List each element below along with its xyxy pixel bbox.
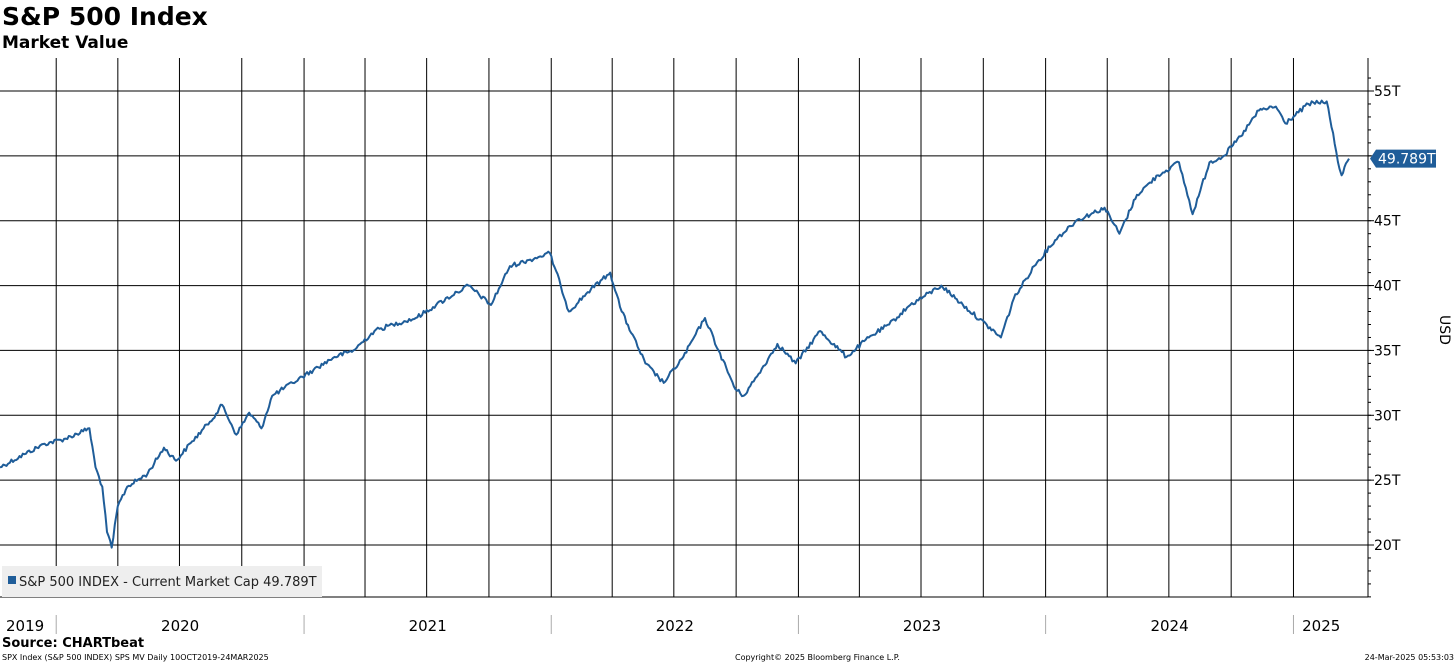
chart-subtitle: Market Value [2,33,129,53]
y-tick-label: 35T [1374,343,1401,359]
y-axis-label: USD [1436,315,1452,345]
copyright-note: Copyright© 2025 Bloomberg Finance L.P. [735,653,900,662]
y-tick-label: 20T [1374,538,1401,554]
x-year-label: 2023 [903,617,941,635]
x-year-label: 2021 [409,617,447,635]
legend-label: S&P 500 INDEX - Current Market Cap 49.78… [19,575,317,590]
timestamp: 24-Mar-2025 05:53:03 [1364,653,1454,662]
legend: S&P 500 INDEX - Current Market Cap 49.78… [2,566,322,597]
y-tick-label: 55T [1374,84,1401,100]
x-year-label: 2019 [6,617,44,635]
source-note: Source: CHARTbeat [2,636,145,651]
y-tick-label: 30T [1374,408,1401,424]
series-line-market-cap [0,99,1350,549]
legend-swatch [8,576,16,584]
y-tick-label: 40T [1374,279,1401,295]
series-descriptor: SPX Index (S&P 500 INDEX) SPS MV Daily 1… [2,653,269,662]
x-year-label: 2022 [656,617,694,635]
x-year-label: 2025 [1302,617,1340,635]
x-year-label: 2024 [1150,617,1188,635]
chart-title: S&P 500 Index [2,2,208,31]
y-tick-label: 45T [1374,214,1401,230]
legend-box [2,566,322,597]
x-year-label: 2020 [161,617,199,635]
last-value-tag [1370,149,1436,168]
last-value-label: 49.789T [1378,152,1436,168]
y-tick-label: 25T [1374,473,1401,489]
